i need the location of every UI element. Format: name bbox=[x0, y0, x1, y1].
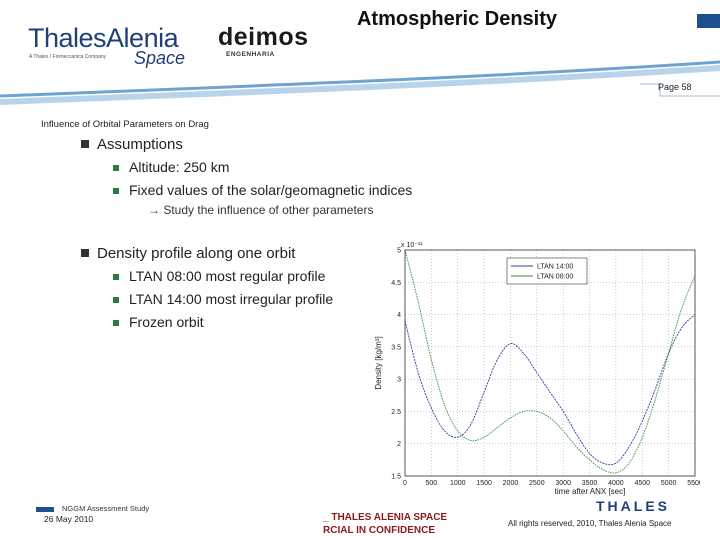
bullet-square-icon bbox=[113, 274, 119, 280]
x-tick-label: 3000 bbox=[555, 480, 571, 487]
footer-company-line2: RCIAL IN CONFIDENCE bbox=[323, 525, 436, 536]
x-tick-label: 500 bbox=[426, 480, 438, 487]
chart-y-exponent: x 10⁻¹¹ bbox=[401, 242, 423, 249]
footer-company: _ THALES ALENIA SPACE RCIAL IN CONFIDENC… bbox=[323, 511, 447, 537]
page-number: Page 58 bbox=[658, 82, 692, 92]
section-title: Influence of Orbital Parameters on Drag bbox=[41, 119, 209, 130]
x-tick-label: 5000 bbox=[661, 480, 677, 487]
x-tick-label: 0 bbox=[403, 480, 407, 487]
y-tick-label: 2 bbox=[397, 441, 401, 448]
thales-logo: THALES bbox=[596, 498, 670, 514]
bullet-density-profile: Density profile along one orbit bbox=[81, 245, 295, 262]
accent-square bbox=[697, 14, 720, 28]
arrow-note: → Study the influence of other parameter… bbox=[148, 203, 374, 217]
y-tick-label: 4 bbox=[397, 312, 401, 319]
x-tick-label: 5500 bbox=[687, 480, 700, 487]
footer-rights: All rights reserved, 2010, Thales Alenia… bbox=[508, 519, 672, 528]
logo-deimos-name: deimos bbox=[218, 23, 309, 51]
legend-label-0: LTAN 14:00 bbox=[537, 264, 573, 271]
header-swoosh bbox=[0, 60, 720, 105]
x-tick-label: 2000 bbox=[503, 480, 519, 487]
legend-label-1: LTAN 08:00 bbox=[537, 274, 573, 281]
x-tick-label: 2500 bbox=[529, 480, 545, 487]
chart-axes bbox=[404, 249, 696, 477]
logo-deimos-subtitle: ENGENHARIA bbox=[226, 51, 275, 58]
legend-box bbox=[506, 257, 588, 285]
logo-thales-space: Space bbox=[134, 48, 186, 68]
y-tick-label: 3 bbox=[397, 377, 401, 384]
bullet-square-icon bbox=[113, 297, 119, 303]
y-tick-label: 4.5 bbox=[391, 280, 401, 287]
bullet-square-icon bbox=[81, 140, 89, 148]
y-tick-label: 3.5 bbox=[391, 344, 401, 351]
y-tick-label: 5 bbox=[397, 248, 401, 255]
x-tick-label: 4000 bbox=[608, 480, 624, 487]
sub-bullet-ltan08: LTAN 08:00 most regular profile bbox=[113, 268, 325, 284]
chart-legend: LTAN 14:00 LTAN 08:00 bbox=[506, 257, 588, 285]
sub-bullet-ltan14: LTAN 14:00 most irregular profile bbox=[113, 291, 333, 307]
x-tick-label: 1000 bbox=[450, 480, 466, 487]
series-line-0 bbox=[404, 314, 696, 466]
thales-alenia-logo: ThalesAlenia A Thales / Finmeccanica Com… bbox=[28, 24, 188, 74]
logo-thales-name: ThalesAlenia bbox=[28, 23, 179, 53]
sub-bullet-indices: Fixed values of the solar/geomagnetic in… bbox=[113, 182, 412, 198]
sub-bullet-altitude: Altitude: 250 km bbox=[113, 159, 229, 175]
x-tick-label: 4500 bbox=[634, 480, 650, 487]
deimos-logo: deimos ENGENHARIA bbox=[218, 24, 313, 66]
chart-y-label: Density [kg/m³] bbox=[374, 336, 383, 389]
logo-thales-subtitle: A Thales / Finmeccanica Company bbox=[29, 54, 107, 60]
bullet-square-icon bbox=[113, 165, 119, 171]
chart-x-label: time after ANX [sec] bbox=[555, 487, 626, 496]
density-chart: 0 500 1000 1500 2000 2500 3000 3500 4000 4500 5000… bbox=[374, 242, 700, 496]
sub-bullet-frozen-orbit: Frozen orbit bbox=[113, 314, 204, 330]
footer-date: 26 May 2010 bbox=[44, 514, 94, 524]
bullet-square-icon bbox=[113, 320, 119, 326]
bullet-square-icon bbox=[81, 249, 89, 257]
x-tick-label: 3500 bbox=[582, 480, 598, 487]
plot-frame bbox=[404, 249, 696, 477]
bullet-assumptions: Assumptions bbox=[81, 136, 183, 153]
y-tick-label: 1.5 bbox=[391, 474, 401, 481]
series-line-1 bbox=[404, 249, 696, 474]
chart-lines bbox=[404, 249, 696, 474]
bullet-square-icon bbox=[113, 188, 119, 194]
y-tick-label: 2.5 bbox=[391, 409, 401, 416]
footer-accent-bar bbox=[36, 507, 54, 512]
footer-company-line1: _ THALES ALENIA SPACE bbox=[323, 512, 448, 523]
x-tick-label: 1500 bbox=[476, 480, 492, 487]
chart-tick-labels: 0 500 1000 1500 2000 2500 3000 3500 4000 4500 5000… bbox=[391, 248, 700, 488]
footer-project: NGGM Assessment Study bbox=[62, 504, 150, 513]
page-title: Atmospheric Density bbox=[356, 8, 558, 30]
